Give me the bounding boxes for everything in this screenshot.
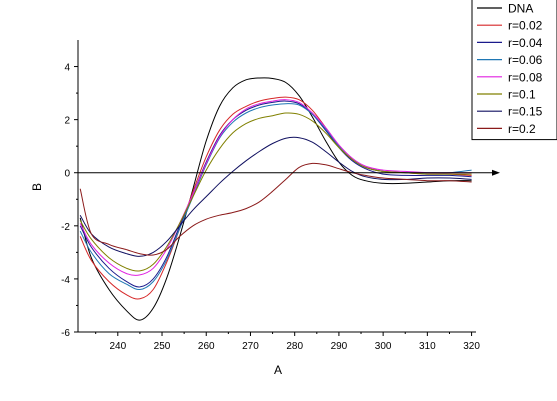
series-line-r-0-2 [79,162,472,256]
x-tick-label: 240 [109,341,126,352]
series-line-r-0-06 [79,103,472,291]
x-tick-label: 260 [198,341,215,352]
legend-label: r=0.15 [508,105,543,119]
legend: DNA r=0.02 r=0.04 r=0.06 r=0.08 r=0.1 r=0.15 r=… [471,0,557,141]
axes-layer: 240 250 260 270 280 290 300 310 320 -6 -4 -2 0 2 4 [61,63,500,352]
y-tick-label: -2 [61,222,70,233]
x-tick-label: 300 [375,341,392,352]
series-line-r-0-15 [79,136,472,257]
x-tick-label: 280 [286,341,303,352]
series-line-r-0-02 [79,96,472,300]
legend-label: r=0.04 [508,36,543,50]
y-axis-title: B [30,183,44,191]
series-line-dna [79,77,472,321]
x-tick-label: 270 [242,341,259,352]
series-line-r-0-04 [79,100,472,288]
legend-label: r=0.1 [508,88,536,102]
legend-box [471,0,557,141]
plot-frame [77,40,476,333]
zero-line-arrow [492,169,500,176]
y-tick-label: -4 [61,275,70,286]
legend-label: r=0.2 [508,122,536,136]
series-line-r-0-08 [79,99,472,276]
series-line-r-0-1 [79,112,472,272]
x-tick-label: 320 [463,341,480,352]
legend-label: r=0.06 [508,53,543,67]
x-tick-label: 250 [154,341,171,352]
y-tick-label: 4 [64,63,70,74]
legend-label: DNA [508,2,533,16]
y-tick-label: -6 [61,328,70,339]
x-tick-label: 290 [331,341,348,352]
legend-label: r=0.08 [508,70,543,84]
y-tick-label: 0 [64,169,70,180]
y-tick-label: 2 [64,116,70,127]
x-tick-label: 310 [419,341,436,352]
x-axis-title: A [274,363,282,377]
legend-label: r=0.02 [508,19,543,33]
series-layer [79,77,472,321]
